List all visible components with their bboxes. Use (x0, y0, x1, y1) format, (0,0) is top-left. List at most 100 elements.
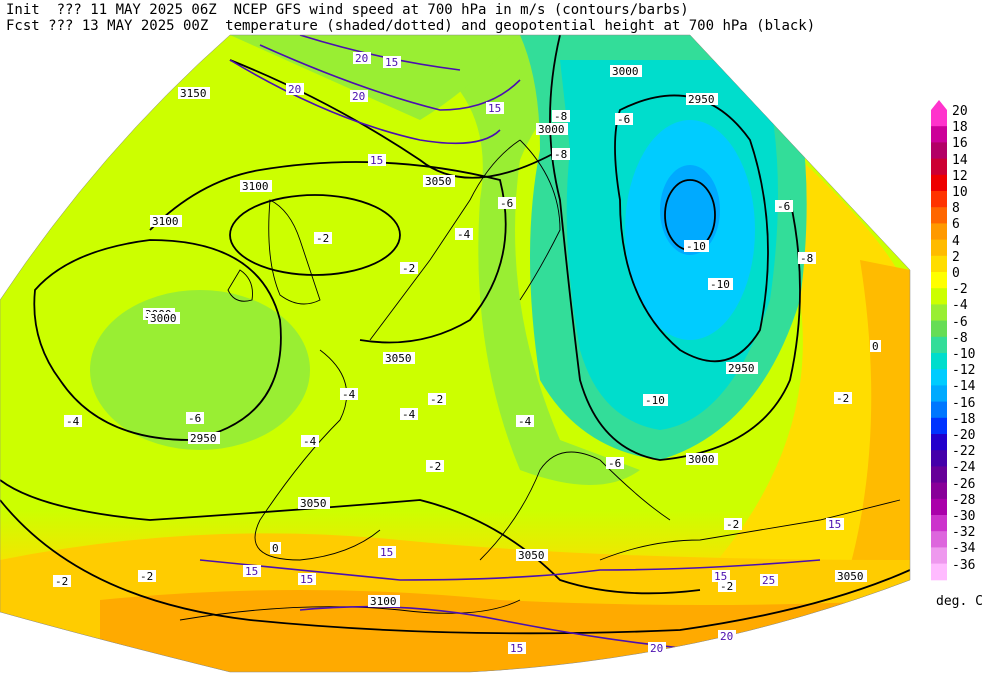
temperature-label: -6 (617, 113, 630, 126)
wind-label: 15 (510, 642, 523, 655)
colorbar-swatch (931, 450, 947, 467)
height-label: 3050 (300, 497, 327, 510)
temperature-label: -2 (316, 232, 329, 245)
wind-label: 20 (352, 90, 365, 103)
colorbar-level-label: -34 (952, 541, 976, 557)
colorbar-level-label: -4 (952, 298, 968, 314)
wind-label: 15 (714, 570, 727, 583)
label-background (270, 542, 281, 554)
colorbar-swatch (931, 434, 947, 451)
temperature-label: -4 (303, 435, 317, 448)
colorbar-swatch (931, 110, 947, 127)
label-background (718, 630, 736, 642)
colorbar-level-label: -2 (952, 282, 968, 298)
temperature-label: -2 (55, 575, 68, 588)
colorbar-swatch (931, 255, 947, 273)
colorbar-level-label: 4 (952, 233, 960, 249)
colorbar-level-label: 6 (952, 217, 960, 233)
label-background (826, 518, 844, 530)
height-label: 2950 (688, 93, 715, 106)
colorbar-swatch (931, 239, 947, 257)
colorbar-swatch (931, 304, 947, 322)
colorbar-swatch (931, 515, 947, 532)
label-background (606, 457, 624, 469)
temperature-label: -2 (428, 460, 441, 473)
label-background (684, 240, 709, 252)
wind-labels: 20 15 20 15 20 15 15 15 15 25 15 20 15 20 15 (243, 52, 844, 655)
temperature-label: -6 (188, 412, 201, 425)
temperature-label: -8 (800, 252, 813, 265)
label-background (508, 642, 526, 654)
label-background (610, 65, 642, 77)
wind-label: 15 (245, 565, 258, 578)
colorbar-swatch (931, 272, 947, 289)
temperature-label: -10 (710, 278, 730, 291)
colorbar-swatch (931, 158, 947, 176)
colorbar-level-label: -16 (952, 395, 976, 411)
colorbar-level-label: -32 (952, 525, 976, 541)
label-background (378, 546, 396, 558)
label-background (400, 408, 418, 420)
colorbar-level-label: 10 (952, 185, 968, 200)
label-background (138, 570, 156, 582)
colorbar-level-label: -26 (952, 476, 976, 492)
colorbar-swatch (931, 531, 947, 548)
colorbar-swatch (931, 385, 947, 403)
label-background (486, 102, 504, 114)
wind-label: 15 (300, 573, 313, 586)
colorbar-level-label: -8 (952, 330, 968, 346)
temperature-label: -10 (686, 240, 706, 253)
label-background (188, 432, 220, 444)
height-label: 3000 (150, 312, 177, 325)
label-background (615, 113, 633, 125)
height-label: 3050 (837, 570, 864, 583)
colorbar-swatch (931, 401, 947, 419)
label-background (686, 93, 718, 105)
label-background (301, 435, 319, 447)
colorbar-level-label: 2 (952, 249, 960, 265)
label-background (455, 228, 473, 240)
height-label: 3100 (242, 180, 269, 193)
label-background (148, 312, 180, 324)
label-background (834, 392, 852, 404)
height-label: 2950 (190, 432, 217, 445)
label-background (64, 415, 82, 427)
coastlines (179, 139, 901, 621)
label-background (178, 87, 210, 99)
colorbar-swatch (931, 126, 947, 143)
colorbar-swatch (931, 353, 947, 370)
colorbar-swatch (931, 563, 947, 581)
label-background (150, 215, 182, 227)
wind-label: 20 (720, 630, 733, 643)
label-background (686, 453, 718, 465)
label-background (760, 574, 778, 586)
colorbar-level-label: -20 (952, 428, 976, 443)
temperature-label: 0 (872, 340, 879, 353)
label-background (383, 352, 415, 364)
temperature-label: -8 (554, 148, 567, 161)
label-background (423, 175, 455, 187)
height-label: 3050 (518, 549, 545, 562)
colorbar-level-label: -28 (952, 492, 976, 508)
label-background (428, 393, 446, 405)
label-background (350, 90, 368, 102)
temperature-label: -10 (645, 394, 665, 407)
label-background (368, 595, 400, 607)
label-background (243, 565, 261, 577)
temperature-label: -6 (608, 457, 621, 470)
height-labels: 3150 3100 3050 3000 2950 3000 3100 3050 3000 3050… (143, 65, 867, 608)
colorbar-swatch (931, 482, 947, 500)
label-background (286, 83, 304, 95)
colorbar-swatch (931, 207, 947, 224)
label-background (53, 575, 71, 587)
height-label: 3100 (152, 215, 179, 228)
temperature-label: -8 (554, 110, 567, 123)
colorbar-level-label: -30 (952, 509, 976, 524)
label-background (552, 110, 570, 122)
height-label: 3100 (370, 595, 397, 608)
colorbar-swatch (931, 498, 947, 516)
label-background (708, 278, 733, 290)
colorbar-swatch (931, 320, 947, 338)
label-background (298, 497, 330, 509)
